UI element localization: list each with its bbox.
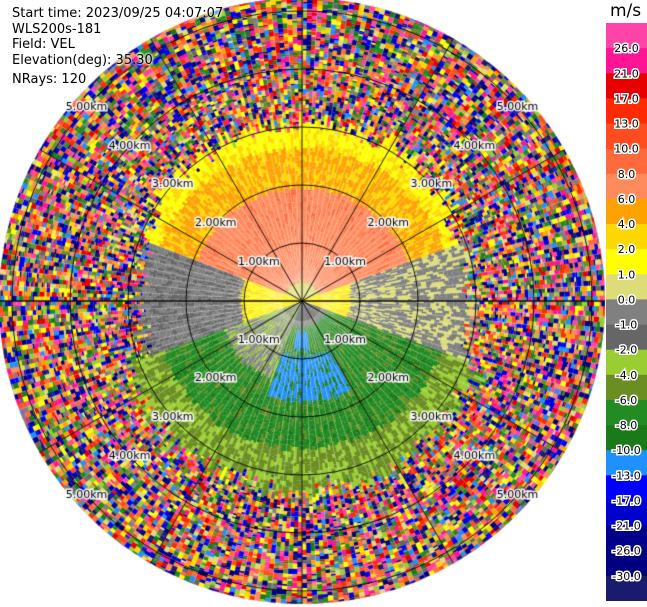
field-label: Field: VEL [12, 37, 75, 52]
elevation-label: Elevation(deg): 35.30 [12, 52, 153, 68]
colorbar-swatch [606, 249, 647, 275]
colorbar-swatch [606, 425, 647, 451]
colorbar-tick-label: 2.0 [618, 243, 636, 256]
velocity-colorbar: 26.0 21.0 17.0 13.0 10.0 8.0 6.0 4.0 2.0 1.0 0.0 -1… [606, 23, 647, 601]
colorbar-swatch [606, 475, 647, 501]
start-time-label: Start time: 2023/09/25 04:07:07 [12, 6, 224, 21]
colorbar-swatch [606, 349, 647, 376]
colorbar-units-label: m/s [610, 1, 642, 21]
colorbar-tick-label: 8.0 [618, 168, 636, 181]
colorbar-swatch [606, 450, 647, 476]
colorbar-tick-label: 17.0 [614, 92, 639, 105]
instrument-label: WLS200s-181 [12, 21, 102, 37]
colorbar-swatch [606, 550, 647, 577]
colorbar-swatch [606, 73, 647, 99]
colorbar-swatch [606, 299, 647, 326]
colorbar-swatch [606, 123, 647, 150]
colorbar-tick-label: -4.0 [616, 369, 637, 382]
colorbar-tick-label: -1.0 [616, 319, 637, 332]
colorbar-swatch [606, 274, 647, 300]
colorbar-swatch [606, 324, 647, 351]
colorbar-tick-label: 6.0 [618, 193, 636, 206]
colorbar-swatch [606, 48, 647, 74]
colorbar-swatch [606, 23, 647, 49]
colorbar-swatch [606, 198, 647, 225]
colorbar-tick-label: 1.0 [618, 268, 636, 281]
colorbar-swatch [606, 374, 647, 401]
colorbar-tick-label: -10.0 [612, 444, 640, 457]
colorbar-tick-label: 0.0 [618, 293, 636, 306]
colorbar-tick-label: -26.0 [612, 545, 640, 558]
colorbar-tick-label: -30.0 [612, 570, 640, 583]
colorbar-tick-label: 26.0 [614, 42, 639, 55]
colorbar-swatch [606, 98, 647, 125]
colorbar-tick-label: -6.0 [616, 394, 637, 407]
colorbar-tick-label: -2.0 [616, 344, 637, 357]
colorbar-swatch [606, 500, 647, 527]
colorbar-swatch [606, 224, 647, 250]
colorbar-tick-label: 13.0 [614, 118, 639, 131]
scan-info-panel: Start time: 2023/09/25 04:07:07 WLS200s-… [12, 6, 223, 88]
colorbar-swatch [606, 148, 647, 175]
colorbar-tick-label: 4.0 [618, 218, 636, 231]
nrays-label: NRays: 120 [12, 72, 87, 87]
colorbar-tick-label: -8.0 [616, 419, 637, 432]
colorbar-tick-label: 10.0 [614, 143, 639, 156]
colorbar-tick-label: -13.0 [612, 469, 640, 482]
colorbar-tick-label: -21.0 [612, 520, 640, 533]
colorbar-swatch [606, 575, 647, 601]
colorbar-tick-label: -17.0 [612, 494, 640, 507]
colorbar-swatch [606, 525, 647, 552]
colorbar-swatch [606, 173, 647, 200]
colorbar-swatch [606, 399, 647, 426]
colorbar-tick-label: 21.0 [614, 67, 639, 80]
